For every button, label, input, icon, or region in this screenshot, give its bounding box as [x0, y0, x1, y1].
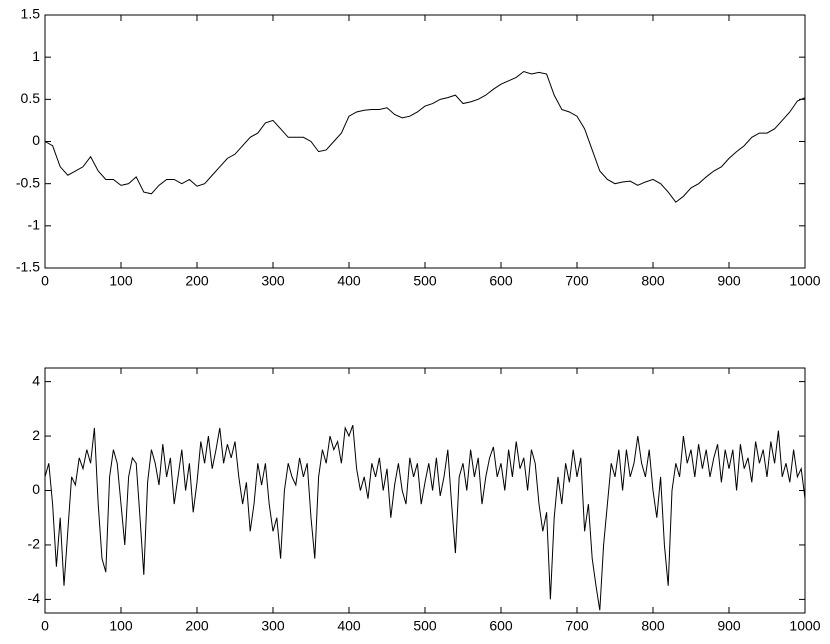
x-tick-label: 1000: [789, 618, 820, 634]
y-tick-label: -2: [28, 536, 41, 552]
x-tick-label: 400: [337, 273, 361, 289]
x-tick-label: 100: [109, 273, 133, 289]
y-tick-label: -1.5: [16, 259, 40, 275]
y-tick-label: 0.5: [21, 90, 41, 106]
x-tick-label: 900: [717, 273, 741, 289]
x-tick-label: 500: [413, 618, 437, 634]
y-tick-label: -0.5: [16, 174, 40, 190]
axes-frame: [44, 14, 806, 269]
y-tick-label: 0: [32, 481, 40, 497]
x-tick-label: 600: [489, 273, 513, 289]
x-tick-label: 400: [337, 618, 361, 634]
x-tick-label: 800: [641, 618, 665, 634]
x-tick-label: 700: [565, 273, 589, 289]
y-tick-label: 1: [32, 48, 40, 64]
axes-frame: [44, 367, 806, 614]
data-line: [44, 70, 806, 203]
y-tick-label: -4: [28, 590, 41, 606]
data-line: [44, 425, 806, 611]
x-tick-label: 100: [109, 618, 133, 634]
x-tick-label: 800: [641, 273, 665, 289]
x-tick-label: 200: [185, 618, 209, 634]
x-tick-label: 300: [261, 273, 285, 289]
x-tick-label: 600: [489, 618, 513, 634]
x-tick-label: 0: [41, 618, 49, 634]
x-tick-label: 1000: [789, 273, 820, 289]
y-tick-label: 4: [32, 372, 40, 388]
y-tick-label: 0: [32, 132, 40, 148]
y-tick-label: -1: [28, 217, 41, 233]
x-tick-label: 700: [565, 618, 589, 634]
x-tick-label: 900: [717, 618, 741, 634]
y-tick-label: 2: [32, 427, 40, 443]
x-tick-label: 200: [185, 273, 209, 289]
y-tick-label: 1.5: [21, 6, 41, 22]
x-tick-label: 500: [413, 273, 437, 289]
x-tick-label: 300: [261, 618, 285, 634]
x-tick-label: 0: [41, 273, 49, 289]
